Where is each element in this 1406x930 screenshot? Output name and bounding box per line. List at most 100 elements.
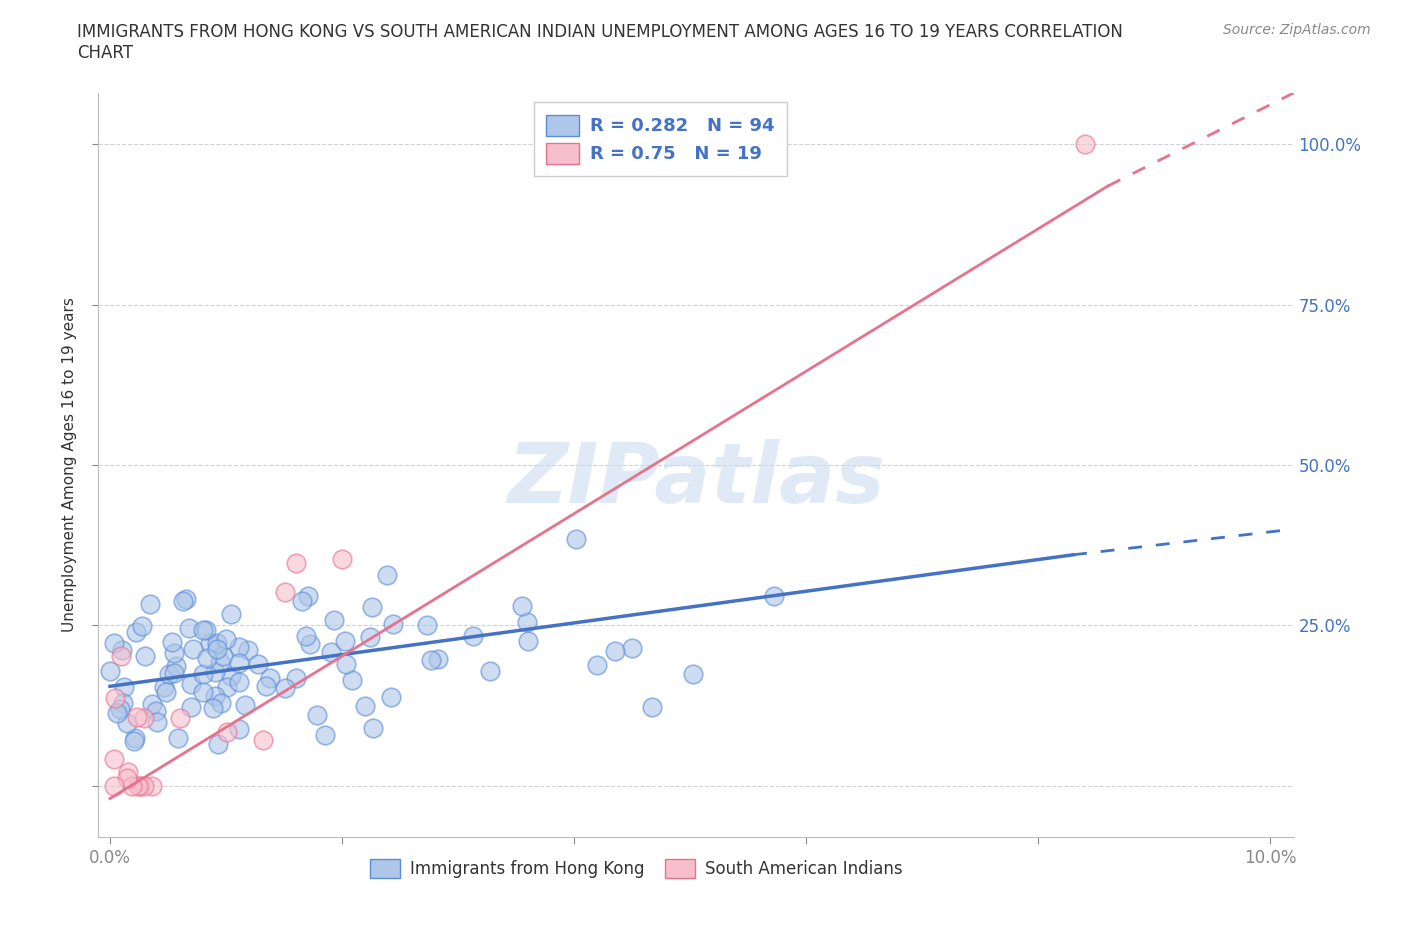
Point xyxy=(359,630,381,644)
Point xyxy=(516,615,538,630)
Point xyxy=(145,714,167,729)
Point xyxy=(103,778,125,793)
Point xyxy=(112,679,135,694)
Point xyxy=(321,645,343,660)
Point xyxy=(228,656,250,671)
Point xyxy=(380,689,402,704)
Point xyxy=(208,655,231,670)
Point xyxy=(238,643,260,658)
Point xyxy=(361,600,384,615)
Point xyxy=(183,642,205,657)
Point xyxy=(228,639,250,654)
Point xyxy=(200,635,222,650)
Point xyxy=(139,597,162,612)
Point xyxy=(252,732,274,747)
Point xyxy=(427,651,450,666)
Point xyxy=(194,623,217,638)
Point xyxy=(104,691,127,706)
Point xyxy=(209,696,232,711)
Point xyxy=(103,636,125,651)
Point xyxy=(204,689,226,704)
Point xyxy=(353,698,375,713)
Point xyxy=(620,640,643,655)
Point xyxy=(125,710,148,724)
Point xyxy=(682,666,704,681)
Point xyxy=(228,674,250,689)
Point xyxy=(763,589,786,604)
Point xyxy=(274,585,297,600)
Point xyxy=(167,730,190,745)
Point xyxy=(335,658,357,672)
Point xyxy=(215,631,238,646)
Point xyxy=(461,629,484,644)
Point xyxy=(294,629,316,644)
Point xyxy=(193,684,215,699)
Point xyxy=(297,589,319,604)
Point xyxy=(103,751,125,766)
Point xyxy=(510,599,533,614)
Point xyxy=(153,680,176,695)
Point xyxy=(132,778,155,793)
Point xyxy=(105,706,128,721)
Point xyxy=(124,624,146,639)
Point xyxy=(155,684,177,699)
Point xyxy=(115,770,138,785)
Point xyxy=(640,700,662,715)
Point xyxy=(129,778,152,793)
Point xyxy=(179,620,201,635)
Point xyxy=(274,681,297,696)
Point xyxy=(219,669,242,684)
Point xyxy=(285,555,308,570)
Point xyxy=(1073,137,1095,152)
Point xyxy=(112,696,135,711)
Point xyxy=(207,737,229,751)
Legend: Immigrants from Hong Kong, South American Indians: Immigrants from Hong Kong, South America… xyxy=(360,849,912,888)
Point xyxy=(219,606,242,621)
Point xyxy=(180,676,202,691)
Point xyxy=(322,613,344,628)
Point xyxy=(180,699,202,714)
Point xyxy=(207,642,229,657)
Point xyxy=(307,708,329,723)
Text: Source: ZipAtlas.com: Source: ZipAtlas.com xyxy=(1223,23,1371,37)
Point xyxy=(205,635,228,650)
Point xyxy=(141,697,163,711)
Point xyxy=(212,649,235,664)
Point xyxy=(285,671,308,685)
Point xyxy=(163,645,186,660)
Point xyxy=(165,658,187,673)
Point xyxy=(174,592,197,607)
Point xyxy=(202,701,225,716)
Point xyxy=(330,551,353,566)
Point xyxy=(204,664,226,679)
Point xyxy=(314,727,336,742)
Text: ZIPatlas: ZIPatlas xyxy=(508,439,884,521)
Point xyxy=(586,658,609,672)
Point xyxy=(157,667,180,682)
Point xyxy=(195,651,218,666)
Point xyxy=(117,764,139,779)
Point xyxy=(141,778,163,793)
Point xyxy=(517,634,540,649)
Point xyxy=(291,593,314,608)
Text: IMMIGRANTS FROM HONG KONG VS SOUTH AMERICAN INDIAN UNEMPLOYMENT AMONG AGES 16 TO: IMMIGRANTS FROM HONG KONG VS SOUTH AMERI… xyxy=(77,23,1123,62)
Point xyxy=(111,643,134,658)
Point xyxy=(191,667,214,682)
Point xyxy=(115,716,138,731)
Point xyxy=(98,664,121,679)
Point xyxy=(228,722,250,737)
Point xyxy=(121,778,143,793)
Point xyxy=(132,711,155,725)
Point xyxy=(124,730,146,745)
Point xyxy=(254,679,277,694)
Point xyxy=(419,652,441,667)
Point xyxy=(110,649,132,664)
Point xyxy=(134,648,156,663)
Point xyxy=(382,617,405,631)
Point xyxy=(335,634,357,649)
Point xyxy=(131,619,153,634)
Point xyxy=(193,622,215,637)
Point xyxy=(565,532,588,547)
Point xyxy=(246,657,269,671)
Point xyxy=(160,634,183,649)
